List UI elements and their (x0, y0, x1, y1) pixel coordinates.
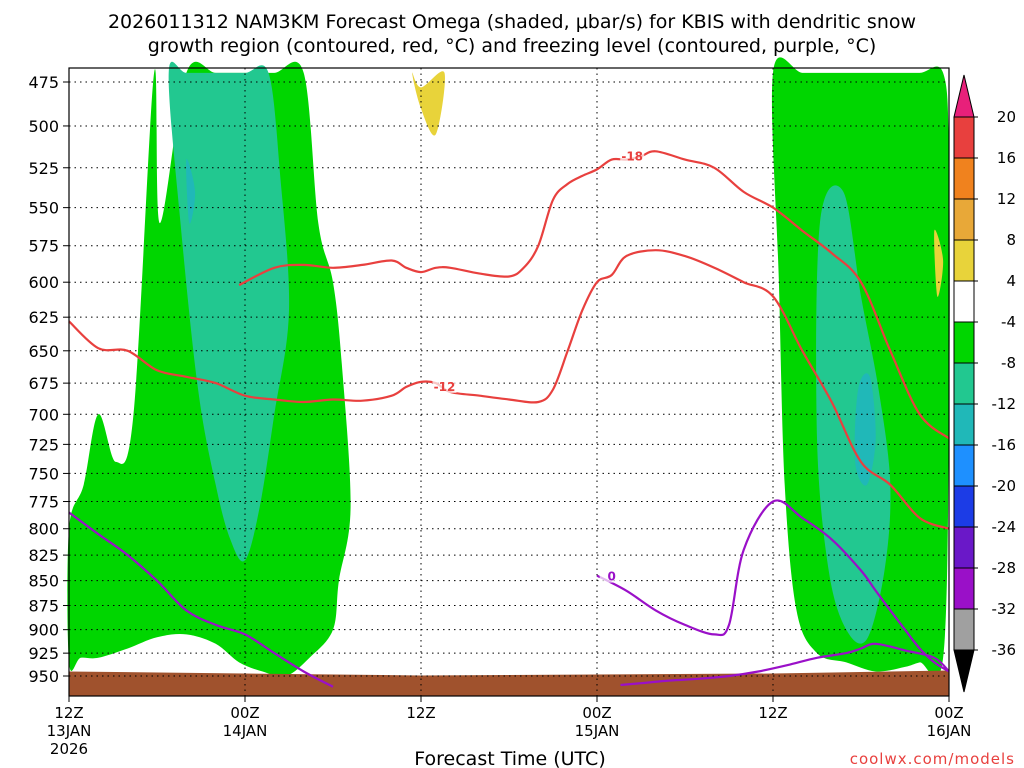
colorbar-tick-label-10: -24 (992, 518, 1017, 536)
y-tick-label-800: 800 (28, 520, 59, 539)
colorbar-tick-label-7: -12 (992, 395, 1017, 413)
colorbar-tick-label-0: 20 (997, 108, 1016, 126)
colorbar-bin-12 (953, 608, 975, 651)
omega-region-ascent-center-early (186, 158, 196, 224)
y-tick-label-625: 625 (28, 308, 59, 327)
watermark: coolwx.com/models (850, 750, 1015, 768)
y-tick-label-950: 950 (28, 667, 59, 686)
y-tick-label-650: 650 (28, 342, 59, 361)
y-tick-label-900: 900 (28, 621, 59, 640)
y-tick-label-550: 550 (28, 199, 59, 218)
y-tick-label-875: 875 (28, 597, 59, 616)
colorbar-bin-6 (953, 362, 975, 405)
x-tick-label-30-line1: 00Z (934, 704, 963, 722)
omega-region-weak-sink-12z (412, 71, 445, 136)
y-tick-label-500: 500 (28, 117, 59, 136)
y-tick-label-525: 525 (28, 159, 59, 178)
y-tick-label-925: 925 (28, 644, 59, 663)
colorbar-bin-1 (953, 157, 975, 200)
colorbar-bin-2 (953, 198, 975, 241)
y-tick-label-775: 775 (28, 493, 59, 512)
freezing-level-label: 0 (607, 570, 615, 584)
x-tick-label-0-line3: 2026 (50, 740, 88, 758)
y-tick-label-475: 475 (28, 73, 59, 92)
omega-region-weak-sink-late (934, 229, 944, 297)
x-tick-label-6-line1: 00Z (230, 704, 259, 722)
colorbar-bin-9 (953, 485, 975, 528)
y-tick-label-825: 825 (28, 546, 59, 565)
freezing-level-contour-c (620, 642, 950, 687)
y-axis: 475 500 525 550 575 600 625 650 675 700 725 750 775 8… (28, 73, 69, 686)
dgz-label-minus12: -12 (434, 380, 456, 394)
dgz-label-minus18: -18 (621, 149, 643, 163)
x-tick-label-6-line2: 14JAN (223, 722, 268, 740)
colorbar-bin-0 (953, 116, 975, 159)
freezing-level-label-bg (599, 568, 624, 583)
colorbar-bin-5 (953, 321, 975, 364)
colorbar-top-arrow (953, 74, 975, 118)
colorbar-tick-label-6: -8 (1001, 354, 1016, 372)
colorbar-bin-8 (953, 444, 975, 487)
colorbar-tick-label-12: -32 (992, 600, 1017, 618)
colorbar-bin-11 (953, 567, 975, 610)
colorbar-tick-label-1: 16 (997, 149, 1016, 167)
y-tick-label-850: 850 (28, 572, 59, 591)
colorbar-tick-label-13: -36 (992, 641, 1017, 659)
colorbar-bin-4 (953, 280, 975, 323)
colorbar-tick-label-5: -4 (1001, 313, 1016, 331)
y-tick-label-750: 750 (28, 464, 59, 483)
plot-area: -18 -12 0 (67, 57, 950, 697)
freezing-level-contour-b (596, 499, 950, 673)
chart-title-line2: growth region (contoured, red, °C) and f… (148, 35, 877, 57)
omega-region-ascent-core-early (168, 61, 290, 562)
x-tick-label-18-line2: 15JAN (575, 722, 620, 740)
y-tick-label-675: 675 (28, 374, 59, 393)
x-axis-label: Forecast Time (UTC) (414, 748, 605, 768)
y-tick-label-725: 725 (28, 435, 59, 454)
dgz-contour-minus12 (68, 249, 950, 530)
dgz-label-minus18-bg (620, 148, 645, 163)
colorbar-bin-7 (953, 403, 975, 446)
colorbar-tick-label-4: 4 (1006, 272, 1016, 290)
colorbar-bin-3 (953, 239, 975, 282)
colorbar-tick-label-11: -28 (992, 559, 1017, 577)
freezing-level-contour-a (68, 511, 334, 688)
y-tick-label-600: 600 (28, 273, 59, 292)
y-tick-label-700: 700 (28, 405, 59, 424)
colorbar-tick-label-3: 8 (1006, 231, 1016, 249)
colorbar-tick-label-8: -16 (992, 436, 1017, 454)
colorbar-tick-label-2: 12 (997, 190, 1016, 208)
colorbar-bottom-arrow (953, 649, 975, 693)
dgz-contour-minus18 (238, 150, 950, 440)
omega-region-ascent-center-late (854, 373, 876, 486)
x-tick-label-0-line1: 12Z (54, 704, 83, 722)
x-tick-label-30-line2: 16JAN (927, 722, 972, 740)
grid-layer (69, 68, 950, 696)
x-tick-label-24-line1: 12Z (758, 704, 787, 722)
chart-title-line1: 2026011312 NAM3KM Forecast Omega (shaded… (108, 11, 916, 33)
x-tick-label-0-line2: 13JAN (47, 722, 92, 740)
y-tick-label-575: 575 (28, 237, 59, 256)
plot-frame (68, 67, 950, 697)
contour-layer: -18 -12 0 (68, 148, 950, 688)
omega-shading-layer (67, 57, 950, 678)
x-tick-label-18-line1: 00Z (582, 704, 611, 722)
dgz-label-minus12-bg (432, 378, 457, 393)
colorbar-bin-10 (953, 526, 975, 569)
colorbar-tick-label-9: -20 (992, 477, 1017, 495)
x-tick-label-12-line1: 12Z (406, 704, 435, 722)
colorbar: 20 16 12 8 4 -4 -8 -12 -16 -20 -24 -28 -32 -36 (953, 74, 1017, 693)
